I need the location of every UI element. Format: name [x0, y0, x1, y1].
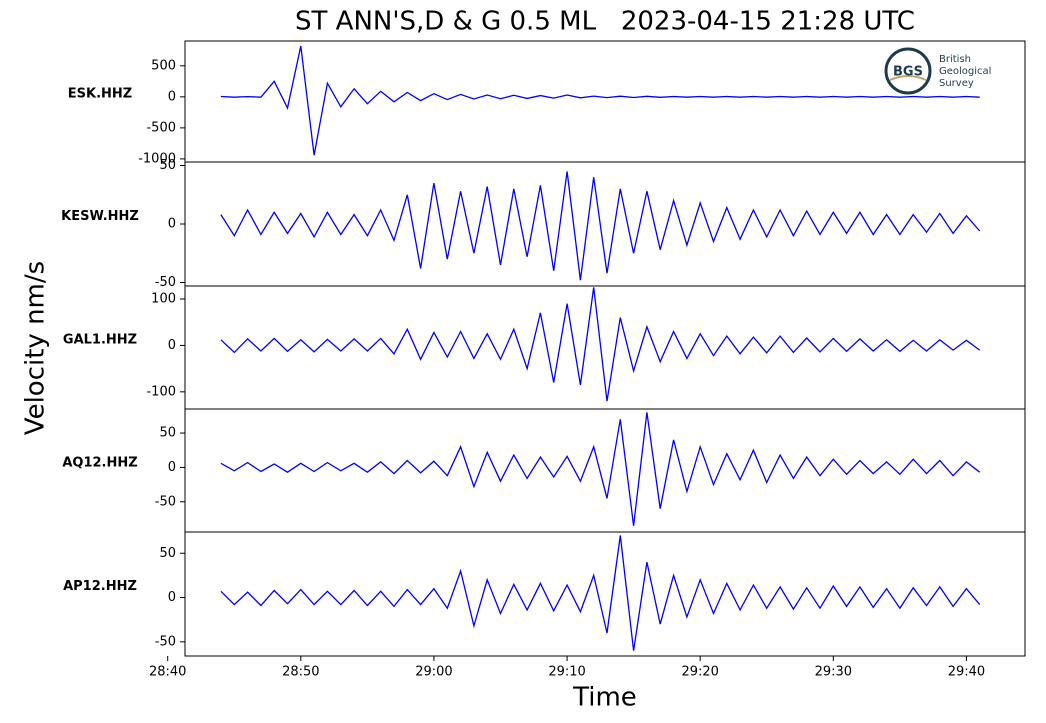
y-tick-label: 50	[159, 158, 176, 173]
y-tick-label: -50	[155, 634, 176, 649]
y-tick-label: -50	[155, 275, 176, 290]
panel-frame	[184, 161, 1026, 287]
x-tick-label: 28:50	[282, 665, 319, 680]
x-tick-label: 29:30	[815, 665, 852, 680]
y-tick-label: -100	[146, 384, 176, 399]
x-tick-label: 29:40	[948, 665, 985, 680]
logo: BGS British Geological Survey	[884, 47, 991, 95]
y-tick-label: 100	[151, 291, 176, 306]
x-tick-label: 29:20	[681, 665, 718, 680]
station-label: KESW.HHZ	[61, 209, 139, 224]
y-axis-label: Velocity nm/s	[21, 261, 51, 435]
logo-abbr: BGS	[893, 65, 923, 80]
y-tick-label: 50	[159, 546, 176, 561]
station-label: ESK.HHZ	[68, 87, 132, 102]
y-tick-label: 500	[151, 58, 176, 73]
y-tick-label: -1000	[138, 151, 176, 166]
logo-text: Survey	[939, 78, 974, 89]
station-label: AP12.HHZ	[63, 579, 137, 594]
y-tick-label: 0	[168, 338, 176, 353]
x-tick-label: 29:00	[415, 665, 452, 680]
logo-text: British	[939, 54, 971, 65]
logo-wave	[889, 75, 927, 81]
logo-text: Geological	[939, 66, 991, 77]
x-axis-label: Time	[572, 683, 637, 713]
x-tick-label: 29:10	[548, 665, 585, 680]
waveform	[220, 412, 981, 526]
y-tick-label: 0	[168, 89, 176, 104]
y-tick-label: 0	[168, 460, 176, 475]
y-tick-label: 50	[159, 426, 176, 441]
chart-title: ST ANN'S,D & G 0.5 ML 2023-04-15 21:28 U…	[295, 7, 915, 37]
y-tick-label: -50	[155, 494, 176, 509]
station-label: AQ12.HHZ	[62, 456, 137, 471]
panel-frame	[184, 408, 1026, 533]
logo-ring	[884, 47, 932, 95]
waveform	[220, 535, 981, 651]
x-tick-label: 28:40	[149, 665, 186, 680]
y-tick-label: 0	[168, 217, 176, 232]
y-tick-label: -500	[146, 120, 176, 135]
y-tick-label: 0	[168, 590, 176, 605]
station-label: GAL1.HHZ	[63, 333, 137, 348]
panel-frame	[184, 285, 1026, 410]
waveform	[220, 45, 980, 156]
waveform	[220, 171, 981, 281]
waveform	[220, 287, 981, 402]
panel-frame	[184, 531, 1026, 657]
